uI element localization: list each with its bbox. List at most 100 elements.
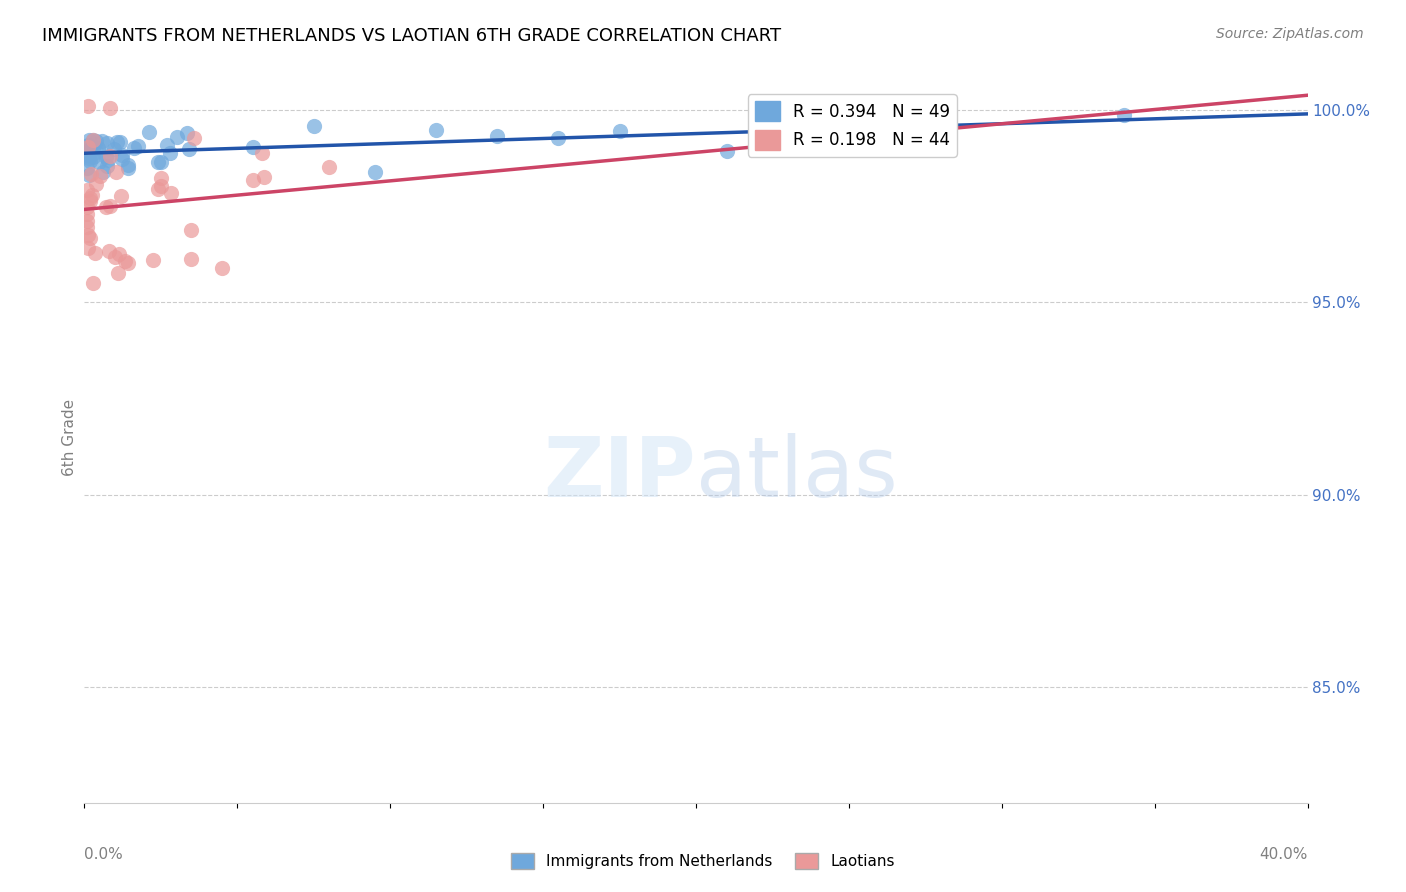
Point <box>103 251 125 265</box>
Point <box>146 155 169 169</box>
Point <box>107 266 129 280</box>
Point <box>211 261 233 276</box>
Point <box>180 252 202 267</box>
Point <box>77 143 100 157</box>
Point <box>76 206 98 220</box>
Point <box>111 147 134 161</box>
Point <box>148 182 170 196</box>
Text: 40.0%: 40.0% <box>1260 847 1308 862</box>
Point <box>84 177 107 191</box>
Point <box>177 143 200 157</box>
Point <box>716 144 738 158</box>
Point <box>180 223 202 237</box>
Point <box>166 130 188 145</box>
Point <box>84 145 107 160</box>
Point <box>609 124 631 138</box>
Point <box>96 136 118 151</box>
Point <box>76 140 98 154</box>
Point <box>150 155 173 169</box>
Point <box>82 133 104 147</box>
Point <box>252 169 274 184</box>
Point <box>104 165 127 179</box>
Point <box>79 191 101 205</box>
Point <box>96 150 118 164</box>
Point <box>149 179 172 194</box>
Point <box>89 154 111 169</box>
Text: atlas: atlas <box>696 434 897 514</box>
Point <box>159 186 181 200</box>
Point <box>302 119 325 133</box>
Point <box>100 199 122 213</box>
Point <box>110 189 132 203</box>
Point <box>138 125 160 139</box>
Legend: Immigrants from Netherlands, Laotians: Immigrants from Netherlands, Laotians <box>505 847 901 875</box>
Point <box>98 149 121 163</box>
Point <box>82 150 104 164</box>
Point <box>76 200 98 214</box>
Point <box>79 194 101 208</box>
Point <box>77 168 100 182</box>
Point <box>547 131 569 145</box>
Point <box>84 135 107 149</box>
Point <box>159 145 181 160</box>
Point <box>77 241 100 255</box>
Point <box>79 133 101 147</box>
Point <box>82 187 104 202</box>
Point <box>242 139 264 153</box>
Point <box>183 130 205 145</box>
Point <box>364 165 387 179</box>
Text: ZIP: ZIP <box>544 434 696 514</box>
Point <box>242 172 264 186</box>
Point <box>76 147 98 161</box>
Point <box>98 101 121 115</box>
Point <box>79 167 101 181</box>
Point <box>82 276 104 290</box>
Point <box>89 169 111 183</box>
Point <box>76 214 98 228</box>
Y-axis label: 6th Grade: 6th Grade <box>62 399 77 475</box>
Point <box>79 142 101 156</box>
Point <box>176 126 198 140</box>
Text: 0.0%: 0.0% <box>84 847 124 862</box>
Point <box>79 153 101 168</box>
Point <box>122 141 145 155</box>
Legend: R = 0.394   N = 49, R = 0.198   N = 44: R = 0.394 N = 49, R = 0.198 N = 44 <box>748 95 956 157</box>
Point <box>77 151 100 165</box>
Point <box>117 256 139 270</box>
Point <box>91 134 114 148</box>
Point <box>105 135 128 149</box>
Point <box>111 152 134 166</box>
Point <box>76 146 98 161</box>
Point <box>77 138 100 153</box>
Point <box>76 183 98 197</box>
Point <box>1114 108 1136 122</box>
Point <box>76 219 98 234</box>
Point <box>77 99 100 113</box>
Point <box>103 143 125 157</box>
Point <box>108 135 131 149</box>
Point <box>76 161 98 175</box>
Point <box>156 138 179 153</box>
Point <box>82 133 104 147</box>
Point <box>82 141 104 155</box>
Point <box>98 244 121 259</box>
Point <box>79 231 101 245</box>
Point <box>77 228 100 243</box>
Point <box>117 161 139 175</box>
Point <box>425 122 447 136</box>
Point <box>84 246 107 260</box>
Point <box>87 141 110 155</box>
Point <box>318 160 340 174</box>
Point <box>108 246 131 260</box>
Point <box>127 139 149 153</box>
Point <box>94 200 117 214</box>
Point <box>96 159 118 173</box>
Text: Source: ZipAtlas.com: Source: ZipAtlas.com <box>1216 27 1364 41</box>
Point <box>149 171 172 186</box>
Point <box>250 145 273 160</box>
Point <box>117 158 139 172</box>
Point <box>486 128 509 143</box>
Point <box>114 254 136 268</box>
Point <box>91 165 114 179</box>
Point <box>142 253 165 268</box>
